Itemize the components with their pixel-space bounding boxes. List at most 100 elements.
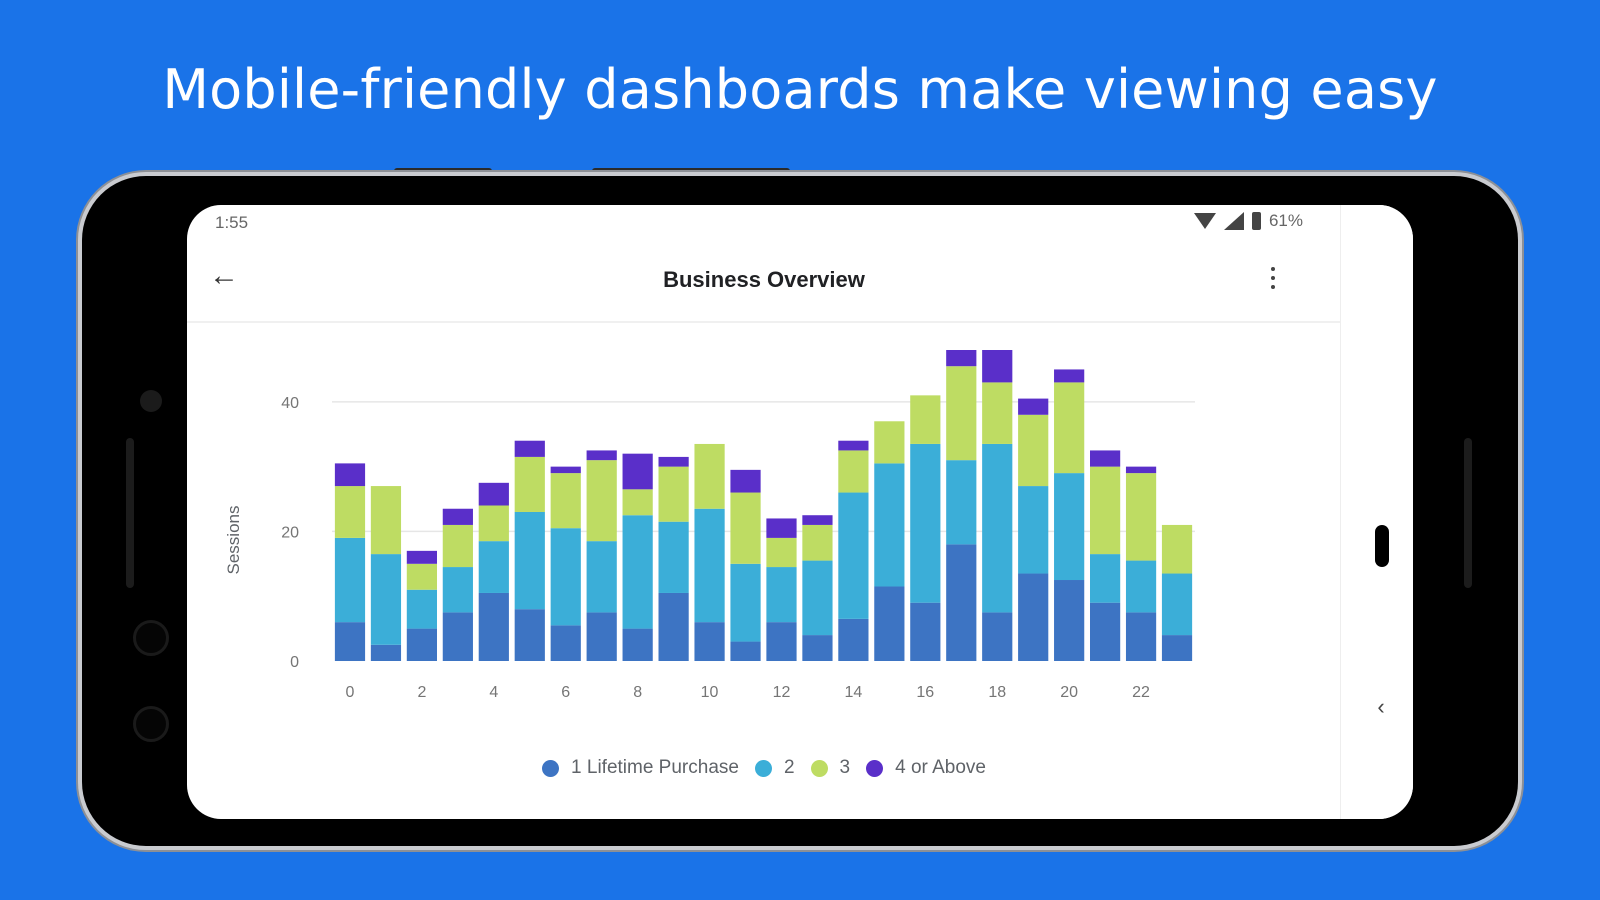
bar-segment-series-2-hour-8[interactable]: [622, 515, 653, 629]
bar-segment-series-3-hour-2[interactable]: [406, 563, 437, 590]
legend-item[interactable]: 2: [754, 757, 795, 779]
bar-segment-series-2-hour-14[interactable]: [838, 492, 869, 619]
bar-segment-series-1-hour-8[interactable]: [622, 628, 653, 661]
bar-segment-series-1-hour-13[interactable]: [802, 635, 833, 661]
bar-segment-series-3-hour-4[interactable]: [478, 505, 509, 542]
bar-segment-series-1-hour-19[interactable]: [1018, 573, 1049, 661]
bar-segment-series-3-hour-1[interactable]: [370, 486, 402, 555]
bar-segment-series-2-hour-21[interactable]: [1090, 554, 1121, 603]
bar-segment-series-3-hour-13[interactable]: [802, 524, 833, 561]
bar-segment-series-3-hour-18[interactable]: [982, 382, 1013, 444]
bar-segment-series-1-hour-2[interactable]: [406, 628, 437, 661]
bar-segment-series-4-hour-9[interactable]: [658, 456, 689, 467]
bar-segment-series-3-hour-16[interactable]: [910, 395, 941, 444]
nav-back-icon[interactable]: ‹: [1377, 694, 1385, 719]
bar-segment-series-3-hour-9[interactable]: [658, 466, 689, 522]
bar-segment-series-4-hour-18[interactable]: [982, 350, 1013, 383]
bar-segment-series-4-hour-22[interactable]: [1125, 466, 1157, 474]
bar-segment-series-1-hour-5[interactable]: [514, 609, 545, 661]
bar-segment-series-2-hour-23[interactable]: [1161, 573, 1193, 636]
bar-segment-series-4-hour-0[interactable]: [334, 463, 366, 487]
bar-segment-series-4-hour-8[interactable]: [622, 453, 653, 490]
legend-item[interactable]: 3: [810, 757, 850, 779]
bar-segment-series-1-hour-21[interactable]: [1090, 602, 1121, 661]
bar-segment-series-3-hour-3[interactable]: [442, 524, 473, 568]
more-options-icon[interactable]: [1267, 267, 1279, 293]
bar-segment-series-1-hour-9[interactable]: [658, 592, 689, 661]
bar-segment-series-4-hour-2[interactable]: [406, 550, 437, 564]
bar-segment-series-1-hour-6[interactable]: [550, 625, 581, 661]
bar-segment-series-3-hour-0[interactable]: [334, 486, 366, 538]
bar-segment-series-1-hour-7[interactable]: [586, 612, 617, 661]
bar-segment-series-2-hour-17[interactable]: [946, 460, 977, 545]
bar-segment-series-1-hour-3[interactable]: [442, 612, 473, 661]
bar-segment-series-1-hour-18[interactable]: [982, 612, 1013, 661]
bar-segment-series-2-hour-12[interactable]: [766, 567, 797, 623]
bar-segment-series-3-hour-5[interactable]: [514, 456, 545, 512]
bar-segment-series-2-hour-20[interactable]: [1054, 473, 1085, 581]
bar-segment-series-4-hour-11[interactable]: [730, 469, 761, 493]
bar-segment-series-2-hour-1[interactable]: [370, 554, 402, 645]
bar-segment-series-4-hour-7[interactable]: [586, 450, 617, 461]
bar-segment-series-2-hour-18[interactable]: [982, 443, 1013, 613]
bar-segment-series-1-hour-20[interactable]: [1054, 580, 1085, 661]
bar-segment-series-2-hour-6[interactable]: [550, 528, 581, 626]
bar-segment-series-3-hour-7[interactable]: [586, 460, 617, 542]
phone-screen: 1:55 61% ← Business Overview 0 20 40 0 2 4 6 8…: [187, 205, 1413, 819]
bar-segment-series-2-hour-22[interactable]: [1125, 560, 1157, 613]
bar-segment-series-3-hour-12[interactable]: [766, 537, 797, 568]
bar-segment-series-1-hour-11[interactable]: [730, 641, 761, 661]
bar-segment-series-4-hour-14[interactable]: [838, 440, 869, 451]
bar-segment-series-1-hour-17[interactable]: [946, 544, 977, 662]
bar-segment-series-4-hour-19[interactable]: [1018, 398, 1049, 415]
bar-segment-series-4-hour-17[interactable]: [946, 350, 977, 367]
bar-segment-series-1-hour-16[interactable]: [910, 602, 941, 661]
bar-segment-series-3-hour-15[interactable]: [874, 421, 905, 464]
bar-segment-series-1-hour-23[interactable]: [1161, 635, 1193, 661]
bar-segment-series-4-hour-4[interactable]: [478, 482, 509, 506]
bar-segment-series-1-hour-22[interactable]: [1125, 612, 1157, 661]
bar-segment-series-2-hour-13[interactable]: [802, 560, 833, 636]
bar-segment-series-1-hour-14[interactable]: [838, 618, 869, 661]
bar-segment-series-2-hour-15[interactable]: [874, 463, 905, 587]
bar-segment-series-1-hour-12[interactable]: [766, 622, 797, 662]
bar-segment-series-3-hour-10[interactable]: [694, 443, 725, 509]
bar-segment-series-2-hour-10[interactable]: [694, 508, 725, 623]
bar-segment-series-3-hour-6[interactable]: [550, 473, 581, 529]
bar-segment-series-4-hour-5[interactable]: [514, 440, 545, 457]
bar-segment-series-2-hour-16[interactable]: [910, 443, 941, 603]
bar-segment-series-2-hour-2[interactable]: [406, 589, 437, 629]
bar-segment-series-3-hour-8[interactable]: [622, 489, 653, 516]
bar-segment-series-4-hour-3[interactable]: [442, 508, 473, 525]
bar-segment-series-1-hour-0[interactable]: [334, 622, 366, 662]
legend-item[interactable]: 1 Lifetime Purchase: [542, 757, 739, 779]
back-arrow-icon[interactable]: ←: [209, 259, 239, 292]
bar-segment-series-1-hour-1[interactable]: [370, 644, 402, 661]
bar-segment-series-2-hour-0[interactable]: [334, 537, 366, 623]
bar-segment-series-4-hour-13[interactable]: [802, 515, 833, 525]
bar-segment-series-3-hour-22[interactable]: [1125, 473, 1157, 561]
bar-segment-series-3-hour-17[interactable]: [946, 366, 977, 461]
bar-segment-series-1-hour-10[interactable]: [694, 622, 725, 662]
bar-segment-series-2-hour-11[interactable]: [730, 563, 761, 642]
bar-segment-series-2-hour-9[interactable]: [658, 521, 689, 593]
legend-item[interactable]: 4 or Above: [866, 757, 986, 779]
bar-segment-series-3-hour-14[interactable]: [838, 450, 869, 493]
bar-segment-series-1-hour-4[interactable]: [478, 592, 509, 661]
bar-segment-series-4-hour-20[interactable]: [1054, 369, 1085, 383]
bar-segment-series-3-hour-19[interactable]: [1018, 414, 1049, 487]
bar-segment-series-4-hour-21[interactable]: [1090, 450, 1121, 467]
bar-segment-series-2-hour-4[interactable]: [478, 541, 509, 593]
bar-segment-series-3-hour-21[interactable]: [1090, 466, 1121, 555]
bar-segment-series-2-hour-19[interactable]: [1018, 486, 1049, 574]
bar-segment-series-2-hour-7[interactable]: [586, 541, 617, 613]
home-pill-button[interactable]: [1375, 525, 1389, 567]
bar-segment-series-3-hour-23[interactable]: [1161, 524, 1193, 574]
bar-segment-series-2-hour-3[interactable]: [442, 567, 473, 613]
bar-segment-series-4-hour-12[interactable]: [766, 518, 797, 538]
bar-segment-series-1-hour-15[interactable]: [874, 586, 905, 661]
bar-segment-series-3-hour-20[interactable]: [1054, 382, 1085, 474]
bar-segment-series-3-hour-11[interactable]: [730, 492, 761, 564]
bar-segment-series-2-hour-5[interactable]: [514, 511, 545, 610]
bar-segment-series-4-hour-6[interactable]: [550, 466, 581, 474]
